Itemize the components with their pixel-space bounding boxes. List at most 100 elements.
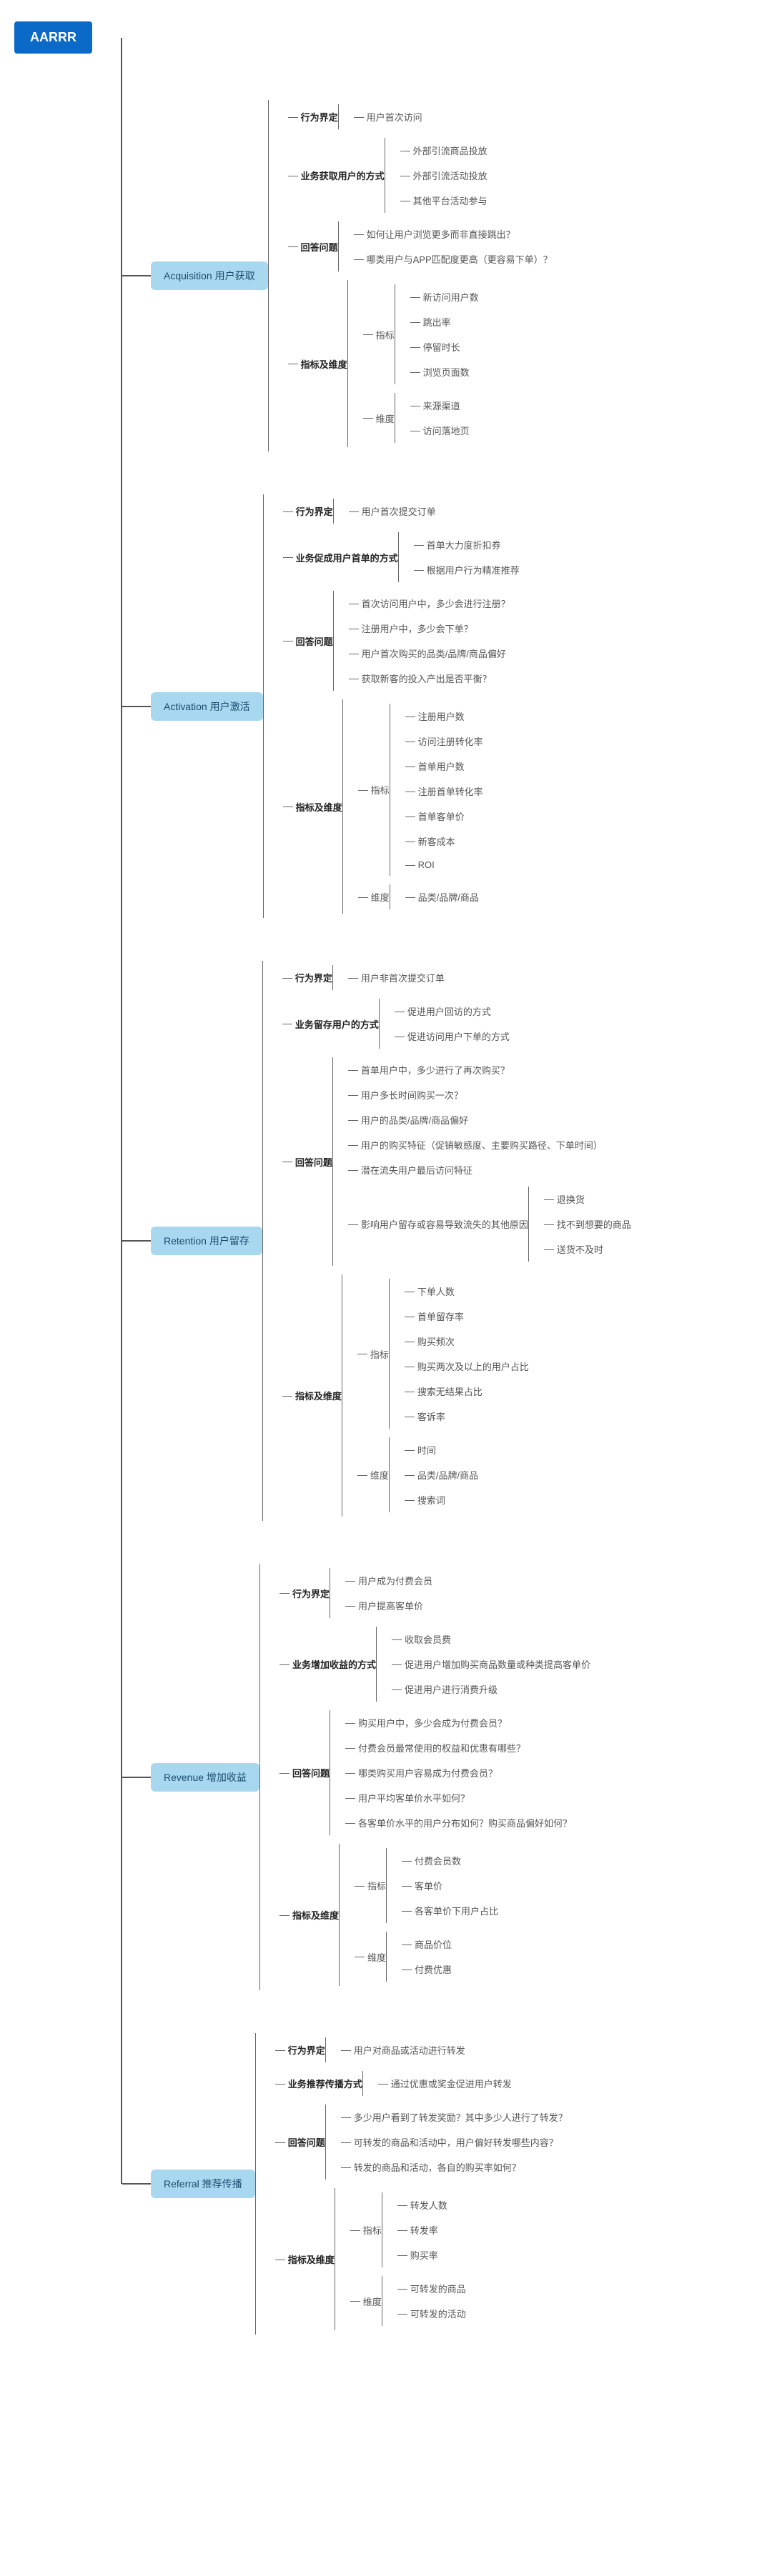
leaf-node: 多少用户看到了转发奖励？其中多少人进行了转发？ [354,2109,568,2125]
section-label: 回答问题 [296,633,333,649]
group-label: 指标 [376,326,395,343]
leaf-node: 来源渠道 [423,397,460,414]
children: 行为界定用户非首次提交订单业务留存用户的方式促进用户回访的方式促进访问用户下单的… [262,961,631,1521]
leaf-node: 促进用户进行消费升级 [405,1681,498,1697]
leaf-node: 付费会员数 [415,1852,461,1869]
leaf-node: 注册用户数 [418,708,465,724]
leaf-node: 首单大力度折扣券 [427,536,501,553]
leaf-node: 访问注册转化率 [418,733,483,749]
children: 行为界定 用户首次提交订单业务促成用户首单的方式 首单大力度折扣券根据用户行为精准推… [263,494,520,918]
section-label: 业务获取用户的方式 [301,167,385,184]
leaf-node: 找不到想要的商品 [557,1216,631,1232]
leaf-node: 送货不及时 [557,1241,603,1257]
leaf-node: 注册首单转化率 [418,783,483,799]
leaf-node: 转发的商品和活动，各自的购买率如何？ [354,2159,521,2175]
children: 行为界定用户首次访问业务获取用户的方式外部引流商品投放外部引流活动投放其他平台活… [268,100,553,451]
main-node: Revenue 增加收益 [151,1763,259,1792]
leaf-node: 退换货 [557,1191,585,1207]
leaf-node: 访问落地页 [423,422,470,439]
leaf-node: 促进用户增加购买商品数量或种类提高客单价 [405,1656,590,1672]
leaf-node: 通过优惠或奖金促进用户转发 [391,2075,512,2092]
leaf-node: 商品价位 [415,1936,452,1952]
leaf-node: 购买用户中，多少会成为付费会员？ [358,1714,507,1731]
leaf-node: 停留时长 [423,339,460,355]
leaf-node: 潜在流失用户最后访问特征 [361,1162,472,1178]
section-label: 指标及维度 [301,356,347,372]
group-label: 维度 [370,1467,389,1483]
leaf-node: 外部引流商品投放 [413,142,488,159]
section-label: 业务推荐传播方式 [288,2075,362,2092]
group-label: 维度 [371,889,390,905]
root-node: AARRR [14,21,92,54]
branch: Retention 用户留存行为界定用户非首次提交订单业务留存用户的方式促进用户… [122,961,631,1521]
leaf-node: 浏览页面数 [423,364,470,380]
mindmap-root: AARRR Acquisition 用户获取行为界定用户首次访问业务获取用户的方… [14,14,758,2335]
leaf-node: 用户首次访问 [367,109,422,125]
leaf-node: 购买率 [410,2247,438,2263]
group-label: 指标 [371,782,390,798]
leaf-node: 各客单价下用户占比 [415,1902,498,1919]
leaf-node: 下单人数 [417,1283,455,1299]
group-label: 维度 [367,1949,386,1965]
leaf-node: 客诉率 [417,1408,445,1424]
section-label: 指标及维度 [288,2251,335,2267]
leaf-node: 首单客单价 [418,808,465,824]
leaf-node: 购买两次及以上的用户占比 [417,1358,529,1374]
leaf-node: 跳出率 [423,314,451,330]
leaf-node: 哪类用户与APP匹配度更高（更容易下单）？ [367,251,553,267]
section-label: 行为界定 [295,969,332,986]
connector [122,1777,151,1778]
section-label: 行为界定 [301,109,338,125]
leaf-node: 首单用户中，多少进行了再次购买？ [361,1062,510,1078]
leaf-node: 品类/品牌/商品 [418,889,479,905]
main-node: Referral 推荐传播 [151,2170,255,2198]
root-column: AARRR [14,14,92,54]
leaf-node: 用户的品类/品牌/商品偏好 [361,1112,468,1128]
section-label: 指标及维度 [292,1907,339,1923]
group-label: 指标 [363,2222,382,2238]
leaf-node: 哪类购买用户容易成为付费会员？ [358,1764,498,1781]
connector [122,275,151,276]
section-label: 行为界定 [292,1585,330,1602]
branches-container: Acquisition 用户获取行为界定用户首次访问业务获取用户的方式外部引流商… [122,100,631,2335]
section-label: 行为界定 [288,2042,325,2058]
branch: Referral 推荐传播行为界定用户对商品或活动进行转发业务推荐传播方式通过优… [122,2033,631,2335]
leaf-node: 可转发的商品和活动中，用户偏好转发哪些内容？ [354,2134,558,2150]
branch: Revenue 增加收益行为界定用户成为付费会员用户提高客单价业务增加收益的方式… [122,1564,631,1990]
leaf-node: 可转发的商品 [410,2280,466,2297]
section-label: 指标及维度 [295,1387,342,1404]
leaf-node: 根据用户行为精准推荐 [427,561,520,578]
leaf-node: 搜索无结果占比 [417,1383,482,1399]
leaf-node: 如何让用户浏览更多而非直接跳出？ [367,226,515,242]
section-label: 业务增加收益的方式 [292,1656,376,1672]
group-label: 维度 [376,410,395,426]
group-label: 指标 [367,1877,386,1894]
leaf-node: 用户首次提交订单 [362,503,436,519]
section-label: 回答问题 [301,239,338,255]
section-label: 回答问题 [292,1764,330,1781]
leaf-node: 促进访问用户下单的方式 [407,1028,510,1044]
leaf-node: 新客成本 [418,833,455,849]
leaf-node: 用户的购买特征（促销敏感度、主要购买路径、下单时间） [361,1137,603,1153]
leaf-node: 客单价 [415,1877,442,1894]
section-label: 业务促成用户首单的方式 [296,549,398,566]
leaf-node: 搜索词 [417,1492,445,1508]
section-label: 回答问题 [288,2134,325,2150]
section-label: 业务留存用户的方式 [295,1016,379,1032]
leaf-node: 用户提高客单价 [358,1597,423,1614]
children: 行为界定用户对商品或活动进行转发业务推荐传播方式通过优惠或奖金促进用户转发回答问… [255,2033,568,2335]
section-label: 行为界定 [296,503,333,519]
leaf-node: 获取新客的投入产出是否平衡？ [362,670,492,687]
leaf-node: 用户平均客单价水平如何？ [358,1789,470,1806]
leaf-node: 付费优惠 [415,1961,452,1977]
leaf-node: 可转发的活动 [410,2305,466,2322]
leaf-node: 首单用户数 [418,758,465,774]
group-label: 维度 [363,2293,382,2310]
leaf-node: 其他平台活动参与 [413,192,488,209]
connector [122,706,151,707]
leaf-node: 用户多长时间购买一次？ [361,1087,463,1103]
leaf-node: 首单留存率 [417,1308,464,1324]
leaf-node: 转发率 [410,2222,438,2238]
connector [122,2183,151,2185]
main-node: Retention 用户留存 [151,1227,262,1255]
